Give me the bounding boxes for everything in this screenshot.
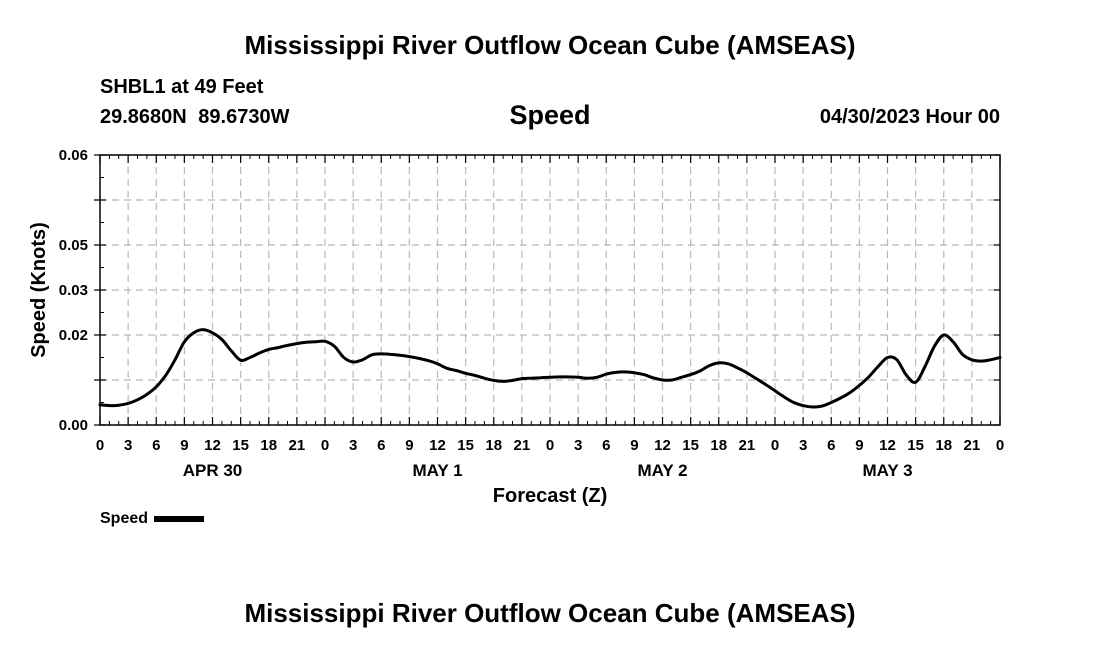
x-tick-label: 0: [321, 437, 329, 454]
x-tick-label: 12: [654, 437, 671, 454]
station-label: SHBL1 at 49 Feet: [100, 76, 264, 98]
y-axis-title: Speed (Knots): [28, 222, 50, 358]
y-tick-label: 0.06: [59, 147, 88, 164]
x-tick-label: 21: [964, 437, 981, 454]
x-tick-label: 9: [180, 437, 188, 454]
x-tick-label: 21: [739, 437, 756, 454]
chart-repeat-title: Mississippi River Outflow Ocean Cube (AM…: [244, 598, 856, 628]
speed-series-line: [98, 328, 1002, 409]
x-tick-label: 21: [514, 437, 531, 454]
x-tick-label: 15: [907, 437, 924, 454]
x-axis-title: Forecast (Z): [493, 485, 607, 507]
y-tick-label: 0.05: [59, 237, 88, 254]
x-tick-label: 18: [485, 437, 502, 454]
x-tick-label: 12: [204, 437, 221, 454]
x-tick-label: 15: [232, 437, 249, 454]
x-tick-label: 3: [124, 437, 132, 454]
x-tick-label: 18: [710, 437, 727, 454]
variable-title: Speed: [509, 100, 591, 130]
x-tick-label: 0: [996, 437, 1004, 454]
day-label: MAY 2: [637, 461, 687, 480]
x-tick-label: 12: [429, 437, 446, 454]
legend: Speed: [100, 510, 205, 528]
coordinates-label: 29.8680N 89.6730W: [100, 106, 290, 128]
x-tick-label: 18: [260, 437, 277, 454]
axis-labels: 0 3 6 9 12 15 18 21 0 3 6 9 12 15 18 21 0 3 6 9 12 15 18 21 0 3 6 9…: [59, 147, 1004, 480]
x-tick-label: 6: [827, 437, 835, 454]
legend-line-swatch: [154, 516, 205, 522]
y-tick-label: 0.02: [59, 327, 88, 344]
legend-label: Speed: [100, 510, 149, 527]
grid-lines: [100, 155, 1000, 425]
x-tick-label: 9: [630, 437, 638, 454]
x-tick-label: 6: [377, 437, 385, 454]
x-tick-label: 3: [349, 437, 357, 454]
y-tick-label: 0.00: [59, 417, 88, 434]
day-label: MAY 3: [862, 461, 912, 480]
x-tick-label: 15: [457, 437, 474, 454]
y-tick-label: 0.03: [59, 282, 88, 299]
x-tick-label: 9: [405, 437, 413, 454]
x-tick-label: 0: [96, 437, 104, 454]
forecast-datetime: 04/30/2023 Hour 00: [819, 106, 1000, 128]
x-tick-label: 3: [574, 437, 582, 454]
x-tick-label: 21: [289, 437, 306, 454]
x-tick-label: 0: [771, 437, 779, 454]
x-tick-label: 9: [855, 437, 863, 454]
day-label: MAY 1: [412, 461, 462, 480]
x-tick-label: 15: [682, 437, 699, 454]
axis-ticks: [94, 154, 1001, 426]
chart-main-title: Mississippi River Outflow Ocean Cube (AM…: [244, 30, 856, 60]
x-tick-label: 12: [879, 437, 896, 454]
x-tick-label: 0: [546, 437, 554, 454]
x-tick-label: 6: [152, 437, 160, 454]
day-label: APR 30: [183, 461, 243, 480]
x-tick-label: 18: [935, 437, 952, 454]
x-tick-label: 6: [602, 437, 610, 454]
x-tick-label: 3: [799, 437, 807, 454]
